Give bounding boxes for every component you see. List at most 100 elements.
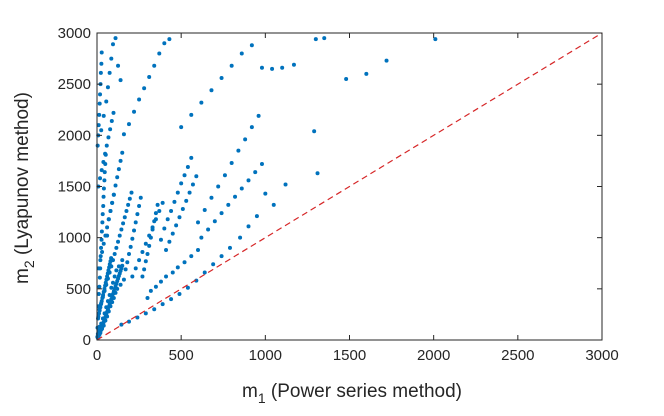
scatter-point xyxy=(291,62,296,67)
scatter-point xyxy=(182,260,187,265)
scatter-point xyxy=(160,302,165,307)
scatter-point xyxy=(133,266,138,271)
scatter-point xyxy=(219,254,224,259)
scatter-point xyxy=(121,221,126,226)
scatter-point xyxy=(107,262,112,267)
scatter-point xyxy=(313,37,318,42)
scatter-point xyxy=(115,175,120,180)
scatter-point xyxy=(132,109,137,114)
scatter-point xyxy=(101,186,106,191)
scatter-point xyxy=(99,237,104,242)
scatter-point xyxy=(102,178,107,183)
scatter-point xyxy=(126,122,131,127)
scatter-point xyxy=(263,191,268,196)
scatter-point xyxy=(113,36,118,41)
scatter-point xyxy=(97,308,102,313)
scatter-point xyxy=(212,219,217,224)
scatter-point xyxy=(256,113,261,118)
scatter-point xyxy=(102,286,107,291)
scatter-point xyxy=(143,241,148,246)
scatter-point xyxy=(236,148,241,153)
scatter-point xyxy=(120,150,125,155)
x-axis-label-subscript: 1 xyxy=(258,390,266,406)
scatter-point xyxy=(246,178,251,183)
scatter-point xyxy=(105,271,110,276)
scatter-point xyxy=(111,110,116,115)
scatter-point xyxy=(101,203,106,208)
scatter-point xyxy=(109,285,114,290)
scatter-point xyxy=(384,58,389,63)
scatter-point xyxy=(126,252,131,257)
scatter-point xyxy=(185,165,190,170)
scatter-point xyxy=(104,143,109,148)
scatter-point xyxy=(170,270,175,275)
scatter-point xyxy=(322,36,327,41)
scatter-point xyxy=(196,247,200,252)
scatter-point xyxy=(271,202,276,207)
scatter-point xyxy=(243,137,248,142)
scatter-point xyxy=(157,209,162,214)
scatter-point xyxy=(103,283,108,288)
scatter-point xyxy=(128,244,133,249)
scatter-point xyxy=(143,311,148,316)
scatter-point xyxy=(167,37,172,42)
scatter-point xyxy=(99,168,104,173)
scatter-point xyxy=(98,305,103,310)
scatter-point xyxy=(108,127,113,132)
scatter-point xyxy=(147,243,152,248)
scatter-point xyxy=(103,151,108,156)
scatter-point xyxy=(96,266,101,271)
scatter-point xyxy=(189,155,194,160)
scatter-point xyxy=(105,85,110,90)
scatter-point xyxy=(96,123,101,128)
scatter-point xyxy=(100,220,105,225)
scatter-point xyxy=(238,235,243,240)
scatter-point xyxy=(97,275,102,280)
scatter-point xyxy=(104,99,109,104)
scatter-point xyxy=(165,217,170,222)
scatter-point xyxy=(120,258,125,263)
scatter-point xyxy=(126,202,131,207)
scatter-point xyxy=(105,225,110,230)
scatter-point xyxy=(99,128,104,133)
scatter-point xyxy=(259,161,264,166)
scatter-point xyxy=(102,170,107,175)
scatter-point xyxy=(101,194,106,199)
scatter-point xyxy=(180,207,185,212)
scatter-point xyxy=(153,211,158,216)
scatter-point xyxy=(95,143,100,148)
scatter-point xyxy=(116,167,121,172)
scatter-point xyxy=(189,254,194,259)
scatter-point xyxy=(147,75,152,79)
scatter-point xyxy=(209,195,214,200)
scatter-point xyxy=(110,280,115,285)
scatter-point xyxy=(226,202,231,207)
scatter-point xyxy=(145,252,150,257)
scatter-point xyxy=(105,274,110,279)
scatter-point xyxy=(219,76,224,81)
scatter-point xyxy=(145,296,150,301)
scatter-point xyxy=(107,70,112,75)
scatter-point xyxy=(196,220,200,225)
scatter-point xyxy=(270,66,275,71)
scatter-point xyxy=(153,217,158,222)
scatter-point xyxy=(101,113,106,118)
x-axis-ticks: 0 500 1000 1500 2000 2500 3000 xyxy=(93,33,619,364)
scatter-point xyxy=(179,125,184,130)
scatter-point xyxy=(315,171,320,176)
scatter-point xyxy=(219,211,224,216)
scatter-point xyxy=(118,158,123,163)
scatter-point xyxy=(211,262,216,267)
scatter-point xyxy=(135,212,140,217)
scatter-point xyxy=(143,259,148,264)
x-tick-label: 2500 xyxy=(501,347,534,364)
scatter-point xyxy=(97,311,102,316)
scatter-point xyxy=(239,51,244,56)
scatter-point xyxy=(167,239,172,244)
scatter-point xyxy=(187,190,192,195)
scatter-point xyxy=(98,70,103,75)
scatter-point xyxy=(169,297,174,302)
scatter-point xyxy=(206,227,211,232)
scatter-point xyxy=(222,173,227,178)
scatter-point xyxy=(101,292,106,297)
